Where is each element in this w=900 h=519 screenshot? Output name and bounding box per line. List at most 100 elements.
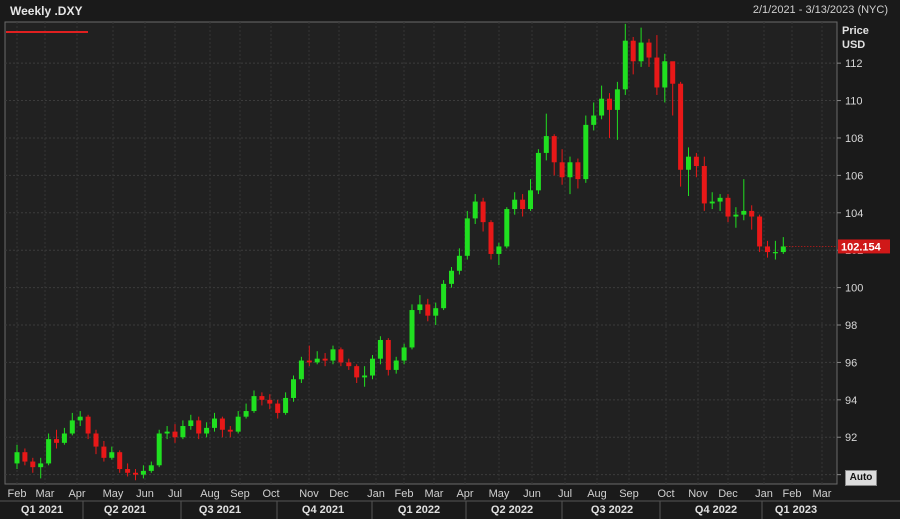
candle-body: [433, 308, 439, 316]
candle-body: [449, 270, 454, 284]
candle-body: [725, 197, 731, 217]
candle-body: [654, 57, 660, 88]
candle-body: [504, 209, 510, 247]
candle-body: [583, 124, 589, 180]
candle-body: [314, 358, 320, 363]
y-tick-label: 108: [845, 133, 863, 145]
x-month-label: Dec: [718, 488, 738, 500]
candle-body: [575, 162, 581, 180]
candle-body: [235, 416, 241, 432]
candle-body: [646, 42, 652, 58]
candle-body: [670, 61, 676, 84]
auto-scale-button[interactable]: Auto: [845, 470, 877, 486]
x-quarter-label: Q4 2022: [695, 504, 737, 516]
x-month-label: Oct: [657, 488, 674, 500]
y-tick-label: 98: [845, 320, 857, 332]
candle-body: [109, 452, 115, 458]
candle-body: [38, 463, 44, 468]
candle-body: [425, 304, 431, 316]
candle-body: [212, 418, 217, 428]
price-axis-label: Price USD: [842, 24, 869, 52]
candle-body: [520, 199, 526, 210]
x-month-label: Feb: [783, 488, 802, 500]
x-month-label: Sep: [230, 488, 250, 500]
candle-body: [227, 429, 233, 432]
x-axis-months: Feb Mar Apr May Jun Jul Aug Sep Oct Nov Dec Jan Feb M…: [8, 488, 832, 500]
x-month-label: Apr: [68, 488, 85, 500]
last-price-marker: 102.154: [786, 239, 890, 254]
candle-body: [559, 162, 565, 178]
candle-body: [85, 416, 91, 434]
x-quarter-label: Q3 2022: [591, 504, 633, 516]
candle-body: [678, 83, 684, 170]
candle-body: [472, 201, 478, 219]
candle-body: [125, 469, 131, 473]
candle-body: [69, 420, 75, 434]
candle-body: [709, 201, 715, 204]
candle-body: [306, 360, 312, 363]
x-month-label: May: [489, 488, 510, 500]
candle-body: [749, 210, 755, 217]
y-tick-label: 92: [845, 432, 857, 444]
candle-body: [591, 115, 597, 125]
candle-body: [117, 452, 123, 470]
candle-body: [370, 358, 375, 376]
candle-body: [741, 210, 747, 215]
candle-body: [599, 98, 605, 116]
y-tick-label: 96: [845, 357, 857, 369]
x-axis-quarters: Q1 2021 Q2 2021 Q3 2021 Q4 2021 Q1 2022 Q2 20…: [0, 500, 900, 519]
plot-area: [4, 21, 838, 485]
candle-body: [441, 283, 447, 309]
x-month-label: Dec: [329, 488, 349, 500]
x-month-label: Aug: [200, 488, 220, 500]
x-month-label: Nov: [299, 488, 319, 500]
candle-body: [362, 375, 368, 378]
candle-body: [543, 136, 549, 153]
candle-body: [551, 136, 557, 163]
candle-body: [140, 470, 146, 475]
candle-series: [14, 23, 786, 481]
candle-body: [330, 349, 336, 361]
candle-body: [765, 246, 770, 253]
y-tick-label: 106: [845, 170, 863, 182]
candle-body: [717, 197, 723, 202]
candle-body: [22, 452, 28, 462]
grid-lines: [5, 22, 837, 484]
candle-body: [757, 216, 763, 247]
x-month-label: Oct: [262, 488, 279, 500]
x-month-label: Jun: [136, 488, 154, 500]
y-tick-label: 104: [845, 208, 863, 220]
x-month-label: May: [103, 488, 124, 500]
x-month-label: Jan: [367, 488, 385, 500]
candle-body: [180, 426, 186, 438]
candle-body: [77, 416, 83, 421]
candle-body: [54, 439, 59, 443]
candle-body: [101, 446, 107, 458]
y-tick-label: 100: [845, 283, 863, 295]
date-range: 2/1/2021 - 3/13/2023 (NYC): [752, 4, 888, 16]
candle-body: [662, 61, 668, 88]
candle-body: [528, 190, 533, 210]
x-month-label: Apr: [456, 488, 473, 500]
x-month-label: Mar: [813, 488, 832, 500]
candle-body: [243, 411, 249, 417]
x-month-label: Sep: [619, 488, 639, 500]
candle-body: [630, 40, 636, 62]
candle-body: [148, 465, 154, 471]
x-quarter-label: Q3 2021: [199, 504, 241, 516]
candle-body: [291, 379, 296, 398]
price-label: Price: [842, 25, 869, 37]
candle-body: [409, 310, 415, 348]
candle-body: [686, 156, 691, 170]
candle-body: [275, 403, 281, 413]
candle-body: [283, 397, 289, 413]
x-month-label: Mar: [36, 488, 55, 500]
candle-body: [46, 439, 52, 464]
candle-body: [496, 246, 502, 254]
candle-body: [401, 347, 407, 361]
candle-body: [164, 431, 170, 434]
x-month-label: Aug: [587, 488, 607, 500]
x-quarter-label: Q1 2021: [21, 504, 63, 516]
candle-body: [93, 433, 99, 447]
